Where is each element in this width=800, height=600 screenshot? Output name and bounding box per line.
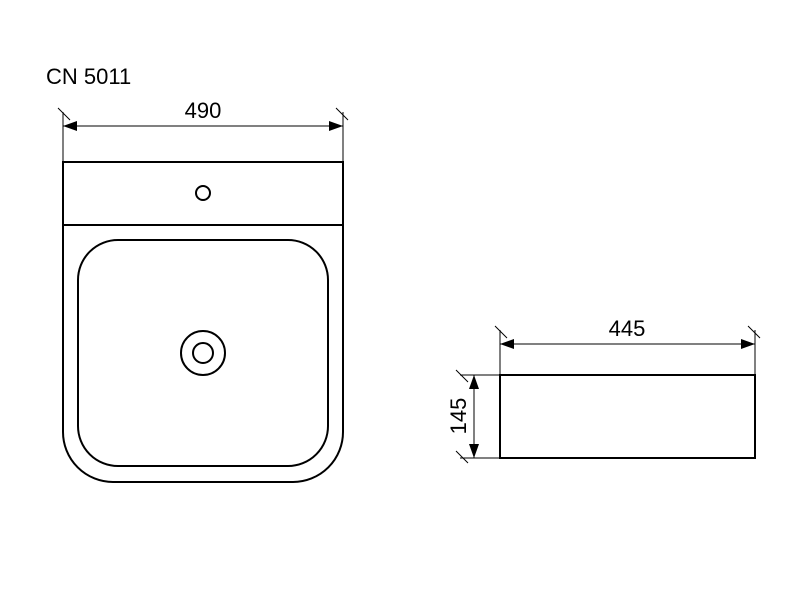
dimension-side-height: 145 (446, 370, 500, 463)
basin-outer-outline (63, 162, 343, 482)
model-label: CN 5011 (46, 64, 131, 89)
top-view (63, 162, 343, 482)
side-outline (500, 375, 755, 458)
technical-drawing: CN 5011 490 (0, 0, 800, 600)
dim-side-width-value: 445 (609, 316, 646, 341)
dimension-top-width: 490 (58, 98, 348, 162)
drain-inner (193, 343, 213, 363)
side-view (500, 375, 755, 458)
dimension-side-width: 445 (495, 316, 760, 375)
dim-side-height-value: 145 (446, 398, 471, 435)
tap-hole (196, 186, 210, 200)
drain-outer (181, 331, 225, 375)
dim-top-width-value: 490 (185, 98, 222, 123)
bowl-inner-outline (78, 240, 328, 466)
